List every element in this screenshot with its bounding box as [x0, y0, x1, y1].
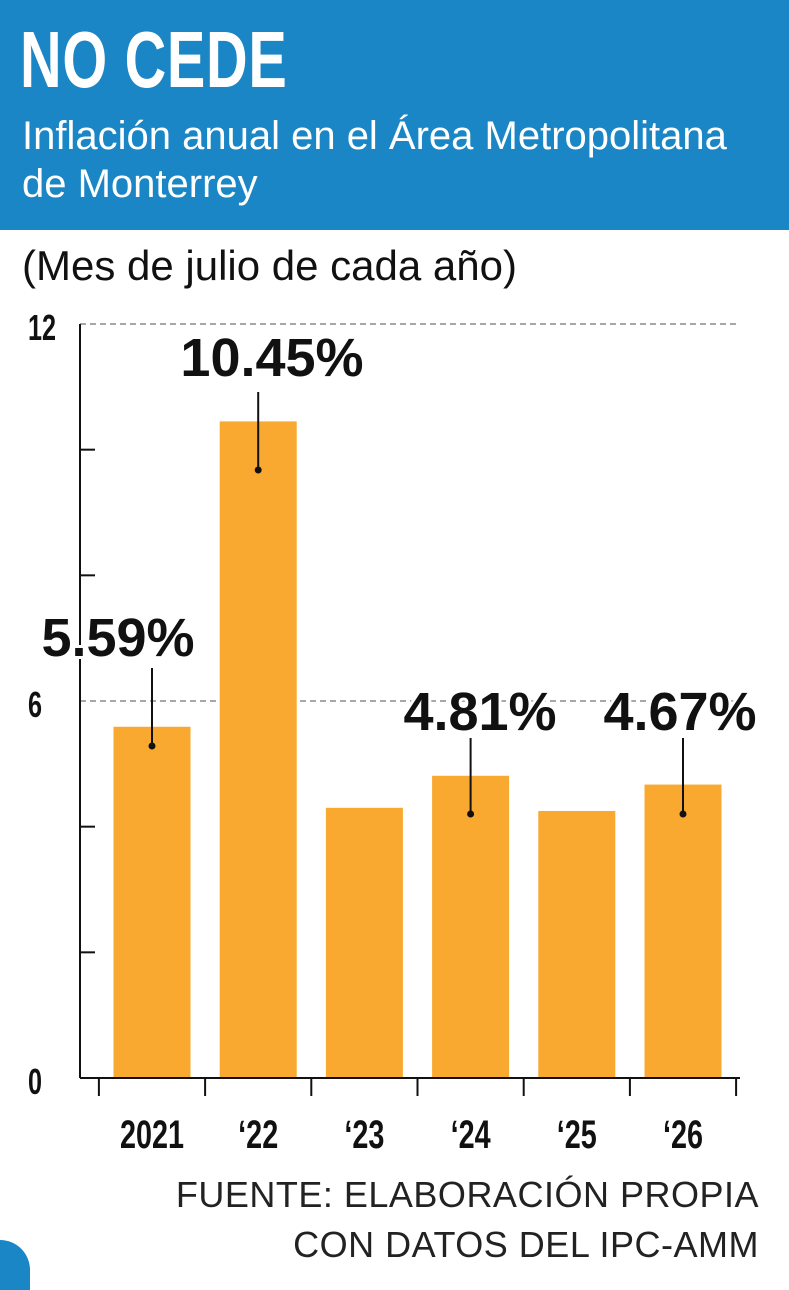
bar-0	[113, 726, 191, 1078]
leader-dot-5	[679, 810, 687, 818]
x-tick-label-0: 2021	[120, 1112, 184, 1157]
y-tick-label-6: 6	[28, 685, 42, 726]
chart-subtitle: Inflación anual en el Área Metropolitana…	[22, 114, 727, 206]
y-tick-label-0: 0	[28, 1062, 42, 1103]
bar-2	[325, 807, 403, 1078]
leader-dot-1	[254, 466, 262, 474]
bar-5	[644, 784, 722, 1078]
bar-1	[219, 421, 297, 1078]
bar-4	[538, 810, 616, 1078]
source-line-1: FUENTE: ELABORACIÓN PROPIA	[175, 1174, 759, 1215]
source-note: FUENTE: ELABORACIÓN PROPIA CON DATOS DEL…	[176, 1170, 759, 1270]
bar-chart: 0 6 12 2021 ‘22 ‘23 ‘24 ‘25 ‘26 5.59% 10.45% 4.81% 4…	[28, 308, 760, 1158]
data-label-0: 5.59%	[41, 608, 194, 668]
chart-note: (Mes de julio de cada año)	[22, 242, 517, 289]
x-tick-label-2: ‘23	[344, 1112, 384, 1157]
chart-title: NO CEDE	[20, 15, 288, 104]
x-tick-label-5: ‘26	[663, 1112, 703, 1157]
bar-3	[432, 775, 510, 1078]
page-corner	[0, 1240, 30, 1290]
data-label-5: 4.67%	[603, 682, 756, 742]
data-label-1: 10.45%	[180, 328, 363, 388]
x-tick-label-4: ‘25	[557, 1112, 597, 1157]
source-line-2: CON DATOS DEL IPC-AMM	[293, 1224, 759, 1265]
x-tick-label-3: ‘24	[451, 1112, 492, 1157]
leader-dot-3	[467, 810, 475, 818]
leader-dot-0	[148, 742, 156, 750]
y-tick-label-12: 12	[28, 308, 56, 349]
data-label-3: 4.81%	[403, 682, 556, 742]
header-banner: NO CEDE Inflación anual en el Área Metro…	[0, 0, 789, 230]
x-tick-label-1: ‘22	[238, 1112, 278, 1157]
